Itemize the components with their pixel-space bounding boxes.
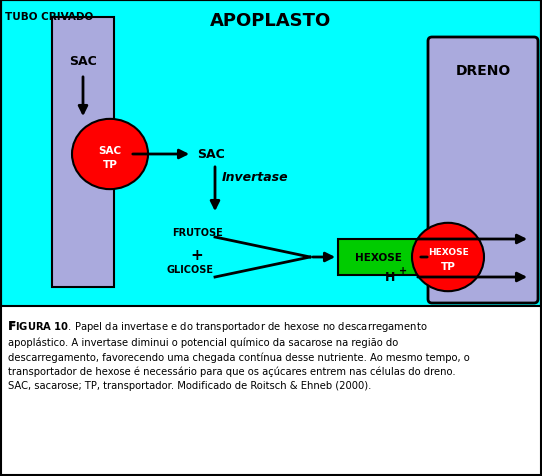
Text: +: +: [399, 266, 407, 276]
Text: TP: TP: [102, 159, 118, 169]
Text: FRUTOSE: FRUTOSE: [172, 228, 223, 238]
Text: H: H: [385, 271, 395, 284]
FancyBboxPatch shape: [428, 38, 538, 303]
Text: HEXOSE: HEXOSE: [354, 252, 402, 262]
Text: TUBO CRIVADO: TUBO CRIVADO: [5, 12, 93, 22]
Text: TP: TP: [441, 261, 455, 271]
Bar: [52, 18, 114, 288]
Bar: [1, 1, 541, 307]
Text: SAC: SAC: [69, 55, 97, 68]
Bar: [338, 239, 418, 276]
Ellipse shape: [72, 119, 148, 190]
Text: SAC: SAC: [197, 148, 225, 161]
Text: +: +: [190, 248, 203, 262]
Text: SAC: SAC: [99, 146, 121, 156]
Ellipse shape: [412, 223, 484, 292]
Bar: [0, 0, 542, 307]
Text: HEXOSE: HEXOSE: [428, 248, 468, 257]
Text: Invertase: Invertase: [222, 171, 289, 184]
Text: DRENO: DRENO: [455, 64, 511, 78]
Text: GLICOSE: GLICOSE: [166, 265, 213, 275]
Text: $\mathbf{F}_{\mathbf{}}\mathbf{IGURA}$ $\mathbf{10}$. Papel da invertase e do tr: $\mathbf{F}_{\mathbf{}}\mathbf{IGURA}$ $…: [8, 319, 470, 390]
Text: F: F: [8, 319, 16, 332]
Text: APOPLASTO: APOPLASTO: [210, 12, 332, 30]
